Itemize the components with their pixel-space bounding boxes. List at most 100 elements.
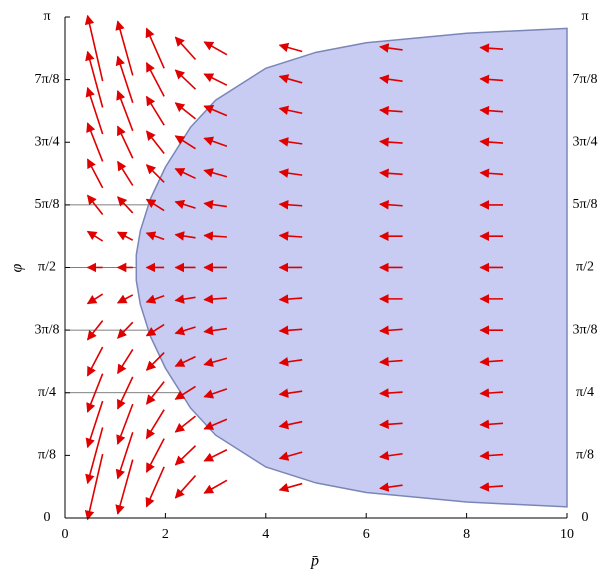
arrow [278, 419, 303, 430]
y-tick-label: 7π/8 [35, 72, 60, 87]
arrow [278, 42, 303, 53]
y-tick-label-right: π/8 [576, 448, 594, 463]
y-tick-label: 3π/4 [35, 134, 60, 149]
arrow [145, 62, 165, 97]
arrow [174, 168, 196, 180]
arrow [479, 137, 504, 147]
arrow [145, 27, 165, 69]
arrow [379, 199, 403, 210]
arrow [379, 450, 403, 461]
arrow [86, 194, 104, 216]
arrow [203, 325, 228, 336]
arrow [174, 385, 196, 400]
arrow [86, 158, 104, 189]
x-tick-label: 8 [463, 527, 470, 542]
arrow [174, 199, 196, 209]
y-tick-label-right: 5π/8 [573, 197, 598, 212]
arrow [145, 438, 165, 473]
arrow [116, 294, 134, 304]
arrow [278, 137, 303, 147]
arrow [278, 231, 303, 241]
arrow [278, 357, 303, 367]
arrow [278, 294, 303, 304]
arrow [479, 43, 504, 53]
arrow [379, 105, 403, 116]
arrow [145, 95, 165, 126]
arrow [145, 381, 165, 405]
arrow [203, 388, 228, 399]
y-tick-label-right: π/4 [576, 385, 594, 400]
arrow [145, 466, 165, 508]
arrow [117, 349, 134, 375]
arrow [86, 293, 104, 305]
arrow [379, 325, 403, 336]
y-axis-label: φ [9, 263, 26, 272]
arrow [203, 199, 228, 210]
arrow [379, 137, 403, 147]
arrow [145, 231, 165, 241]
y-tick-label-right: π/2 [576, 260, 594, 275]
y-tick-label: π/8 [38, 448, 56, 463]
arrow [115, 431, 134, 480]
arrow [278, 482, 303, 493]
arrow [174, 445, 197, 466]
arrow [479, 168, 504, 179]
arrow [278, 168, 303, 178]
arrow [479, 482, 504, 492]
arrow [379, 168, 403, 179]
arrow [117, 160, 134, 186]
arrow [174, 294, 196, 304]
arrow [85, 427, 104, 485]
arrow [203, 136, 228, 148]
arrow [174, 36, 197, 61]
arrow [116, 90, 134, 132]
arrow [203, 449, 228, 462]
arrow [86, 122, 104, 162]
arrow [86, 320, 104, 341]
arrow [145, 198, 165, 212]
arrow [203, 479, 228, 494]
arrow [174, 355, 196, 367]
arrow [379, 356, 403, 367]
arrow [379, 419, 403, 430]
arrow [116, 125, 134, 159]
y-tick-label-right: π [581, 9, 588, 24]
x-tick-label: 10 [560, 527, 574, 542]
arrow [379, 388, 403, 398]
y-tick-label: 3π/8 [35, 322, 60, 337]
arrow [203, 357, 228, 367]
y-tick-label: π/4 [38, 385, 56, 400]
y-tick-label: 0 [44, 510, 51, 525]
x-tick-label: 4 [262, 527, 269, 542]
y-tick-label: π/2 [38, 260, 56, 275]
y-tick-label-right: 3π/8 [573, 322, 598, 337]
arrow [174, 415, 197, 433]
arrow [174, 326, 196, 336]
arrow [278, 388, 303, 398]
arrow [379, 74, 403, 84]
arrow [278, 74, 303, 84]
arrow [479, 105, 504, 116]
arrow [203, 41, 228, 56]
arrow [203, 168, 228, 178]
arrow [379, 482, 403, 492]
arrow [115, 55, 134, 103]
arrow [145, 323, 165, 337]
arrow [203, 73, 228, 86]
arrow [85, 50, 104, 108]
arrow [117, 196, 134, 214]
x-axis-label: p̄ [310, 553, 319, 570]
arrow [174, 231, 196, 241]
arrow [203, 105, 228, 117]
y-tick-label: 5π/8 [35, 197, 60, 212]
arrow [85, 86, 104, 135]
arrow [479, 74, 504, 85]
arrow [174, 69, 197, 90]
arrow [116, 376, 134, 410]
arrow [278, 199, 303, 210]
arrow [86, 346, 104, 377]
x-tick-label: 2 [162, 527, 169, 542]
arrow [174, 102, 197, 120]
arrow [278, 451, 303, 461]
